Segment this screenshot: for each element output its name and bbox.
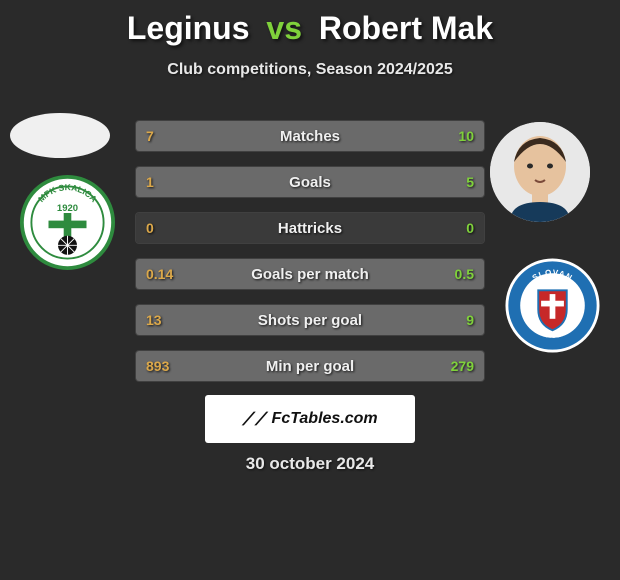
mfk-skalica-badge-icon: MFK SKALICA 1920 — [20, 175, 115, 270]
stat-row: 15Goals — [135, 166, 485, 198]
logo-swoosh-icon: ⟋⟋ — [242, 409, 267, 430]
stat-row: 00Hattricks — [135, 212, 485, 244]
vs-text: vs — [266, 10, 302, 46]
player1-name: Leginus — [127, 10, 250, 46]
date-label: 30 october 2024 — [0, 454, 620, 474]
stat-label: Hattricks — [136, 213, 484, 243]
slovan-bratislava-badge-icon: SLOVAN BRATISLAVA — [505, 258, 600, 353]
comparison-title: Leginus vs Robert Mak — [0, 0, 620, 47]
logo-text: FcTables.com — [272, 410, 378, 428]
stat-label: Matches — [136, 121, 484, 151]
player2-name: Robert Mak — [319, 10, 493, 46]
stat-row: 0.140.5Goals per match — [135, 258, 485, 290]
stat-row: 710Matches — [135, 120, 485, 152]
stat-label: Goals — [136, 167, 484, 197]
player2-avatar — [490, 122, 590, 222]
player-face-icon — [490, 122, 590, 222]
stat-label: Goals per match — [136, 259, 484, 289]
stat-row: 139Shots per goal — [135, 304, 485, 336]
player1-club-badge: MFK SKALICA 1920 — [20, 175, 115, 270]
fctables-logo: ⟋⟋ FcTables.com — [205, 395, 415, 443]
stats-table: 710Matches 15Goals 00Hattricks 0.140.5Goals… — [135, 120, 485, 396]
player2-club-badge: SLOVAN BRATISLAVA — [505, 258, 600, 353]
player1-avatar — [10, 113, 110, 158]
svg-text:1920: 1920 — [57, 203, 78, 214]
stat-row: 893279Min per goal — [135, 350, 485, 382]
stat-label: Min per goal — [136, 351, 484, 381]
subtitle: Club competitions, Season 2024/2025 — [0, 61, 620, 79]
stat-label: Shots per goal — [136, 305, 484, 335]
